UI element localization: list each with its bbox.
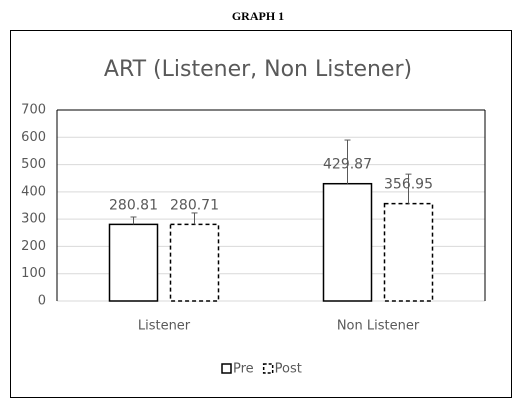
caption: GRAPH 1	[232, 9, 284, 23]
y-tick-label: 700	[21, 103, 46, 118]
x-tick-label: Non Listener	[337, 319, 420, 334]
bar	[322, 182, 373, 302]
y-tick-label: 500	[21, 157, 46, 172]
legend-label: Post	[275, 362, 302, 377]
chart-frame	[10, 30, 512, 398]
bar	[108, 223, 159, 302]
x-tick-label: Listener	[138, 319, 191, 334]
y-tick-label: 100	[21, 266, 46, 281]
data-label: 356.95	[384, 177, 433, 193]
y-tick-label: 0	[38, 294, 46, 309]
legend-label: Pre	[233, 362, 254, 377]
data-label: 280.71	[170, 197, 219, 213]
y-tick-label: 400	[21, 184, 46, 199]
data-label: 429.87	[323, 157, 372, 173]
y-tick-label: 200	[21, 239, 46, 254]
y-tick-label: 300	[21, 212, 46, 227]
bar	[383, 202, 434, 302]
legend-swatch	[262, 363, 274, 374]
chart-title: ART (Listener, Non Listener)	[104, 57, 412, 82]
bar	[169, 223, 220, 302]
legend-swatch	[221, 363, 232, 374]
y-tick-label: 600	[21, 130, 46, 145]
data-label: 280.81	[109, 197, 158, 213]
